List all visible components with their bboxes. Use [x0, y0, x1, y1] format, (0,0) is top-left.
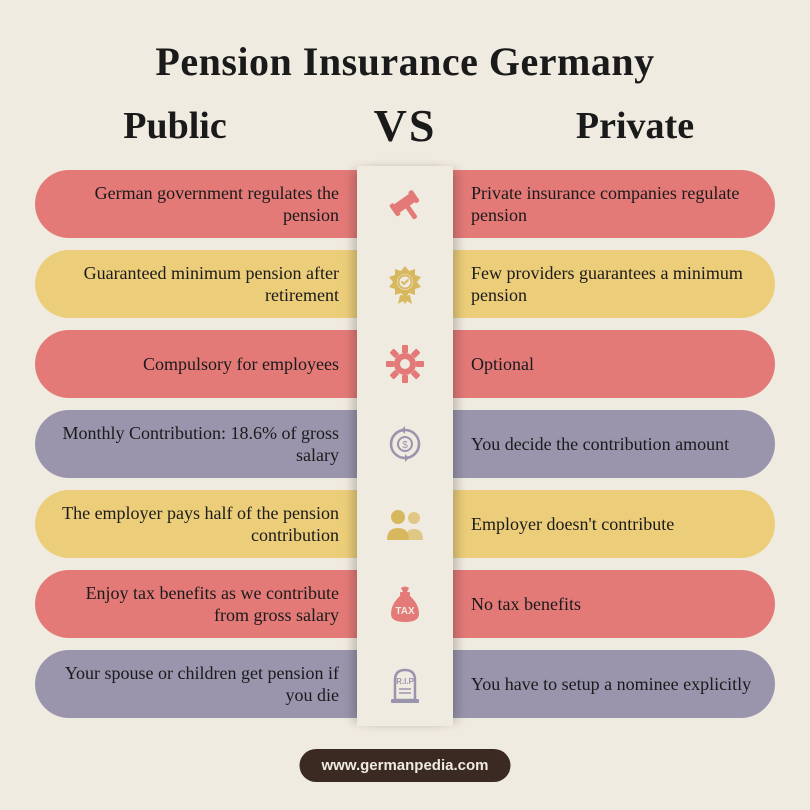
people-icon: [357, 490, 453, 558]
public-pill: The employer pays half of the pension co…: [35, 490, 357, 558]
private-pill: Few providers guarantees a minimum pensi…: [453, 250, 775, 318]
cycle-icon: $: [357, 410, 453, 478]
gear-icon: [357, 330, 453, 398]
comparison-row: Guaranteed minimum pension after retirem…: [35, 250, 775, 318]
private-pill: Employer doesn't contribute: [453, 490, 775, 558]
comparison-table: German government regulates the pension …: [35, 170, 775, 718]
comparison-row: Compulsory for employees Optional: [35, 330, 775, 398]
grave-icon: R.I.P: [357, 650, 453, 718]
private-pill: Private insurance companies regulate pen…: [453, 170, 775, 238]
public-header: Public: [35, 104, 345, 148]
page-title: Pension Insurance Germany: [0, 0, 810, 85]
private-pill: You decide the contribution amount: [453, 410, 775, 478]
badge-icon: [357, 250, 453, 318]
comparison-row: Enjoy tax benefits as we contribute from…: [35, 570, 775, 638]
private-pill: Optional: [453, 330, 775, 398]
svg-text:TAX: TAX: [395, 606, 415, 617]
comparison-row: Your spouse or children get pension if y…: [35, 650, 775, 718]
comparison-row: Monthly Contribution: 18.6% of gross sal…: [35, 410, 775, 478]
svg-text:R.I.P: R.I.P: [396, 677, 414, 686]
svg-text:$: $: [402, 440, 408, 451]
public-pill: German government regulates the pension: [35, 170, 357, 238]
gavel-icon: [357, 170, 453, 238]
private-pill: You have to setup a nominee explicitly: [453, 650, 775, 718]
public-pill: Guaranteed minimum pension after retirem…: [35, 250, 357, 318]
public-pill: Compulsory for employees: [35, 330, 357, 398]
subheader: Public VS Private: [0, 99, 810, 152]
private-pill: No tax benefits: [453, 570, 775, 638]
private-header: Private: [465, 104, 775, 148]
public-pill: Monthly Contribution: 18.6% of gross sal…: [35, 410, 357, 478]
comparison-row: German government regulates the pension …: [35, 170, 775, 238]
public-pill: Your spouse or children get pension if y…: [35, 650, 357, 718]
public-pill: Enjoy tax benefits as we contribute from…: [35, 570, 357, 638]
footer-badge: www.germanpedia.com: [300, 749, 511, 782]
comparison-row: The employer pays half of the pension co…: [35, 490, 775, 558]
vs-label: VS: [345, 99, 465, 152]
tax-icon: TAX: [357, 570, 453, 638]
